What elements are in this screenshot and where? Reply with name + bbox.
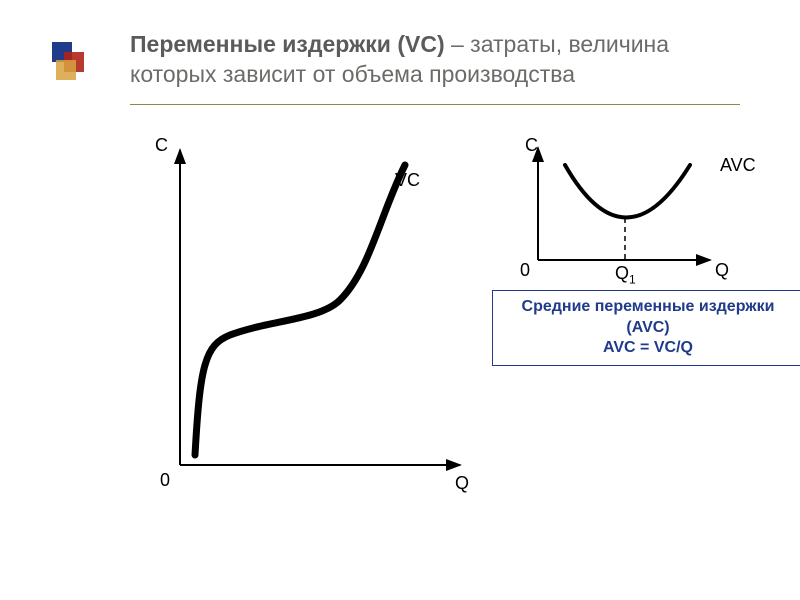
- vc-x-axis-label: Q: [455, 473, 469, 494]
- avc-origin-label: 0: [520, 260, 530, 281]
- vc-origin-label: 0: [160, 470, 170, 491]
- slide-title: Переменные издержки (VC) – затраты, вели…: [130, 30, 740, 105]
- vc-chart: [150, 135, 480, 495]
- vc-curve-label: VC: [395, 170, 420, 191]
- avc-q1-text: Q: [615, 263, 629, 283]
- avc-q1-sub: 1: [629, 272, 636, 286]
- avc-formula-box: Средние переменные издержки (AVC) AVC = …: [492, 290, 800, 366]
- vc-y-axis-label: C: [155, 135, 168, 156]
- formula-line1: Средние переменные издержки (AVC): [503, 297, 793, 339]
- avc-curve-label: AVC: [720, 155, 756, 176]
- decor-bullets: [52, 42, 88, 78]
- decor-sq-gold: [56, 60, 76, 80]
- avc-x-axis-label: Q: [715, 260, 729, 281]
- title-bold: Переменные издержки (VC): [130, 31, 445, 57]
- avc-y-axis-label: C: [525, 135, 538, 156]
- avc-chart: [520, 140, 730, 280]
- avc-q1-label: Q1: [615, 263, 636, 287]
- content-area: C VC 0 Q C AVC 0 Q1 Q Средние переменные…: [50, 115, 760, 545]
- formula-line2: AVC = VC/Q: [503, 338, 793, 359]
